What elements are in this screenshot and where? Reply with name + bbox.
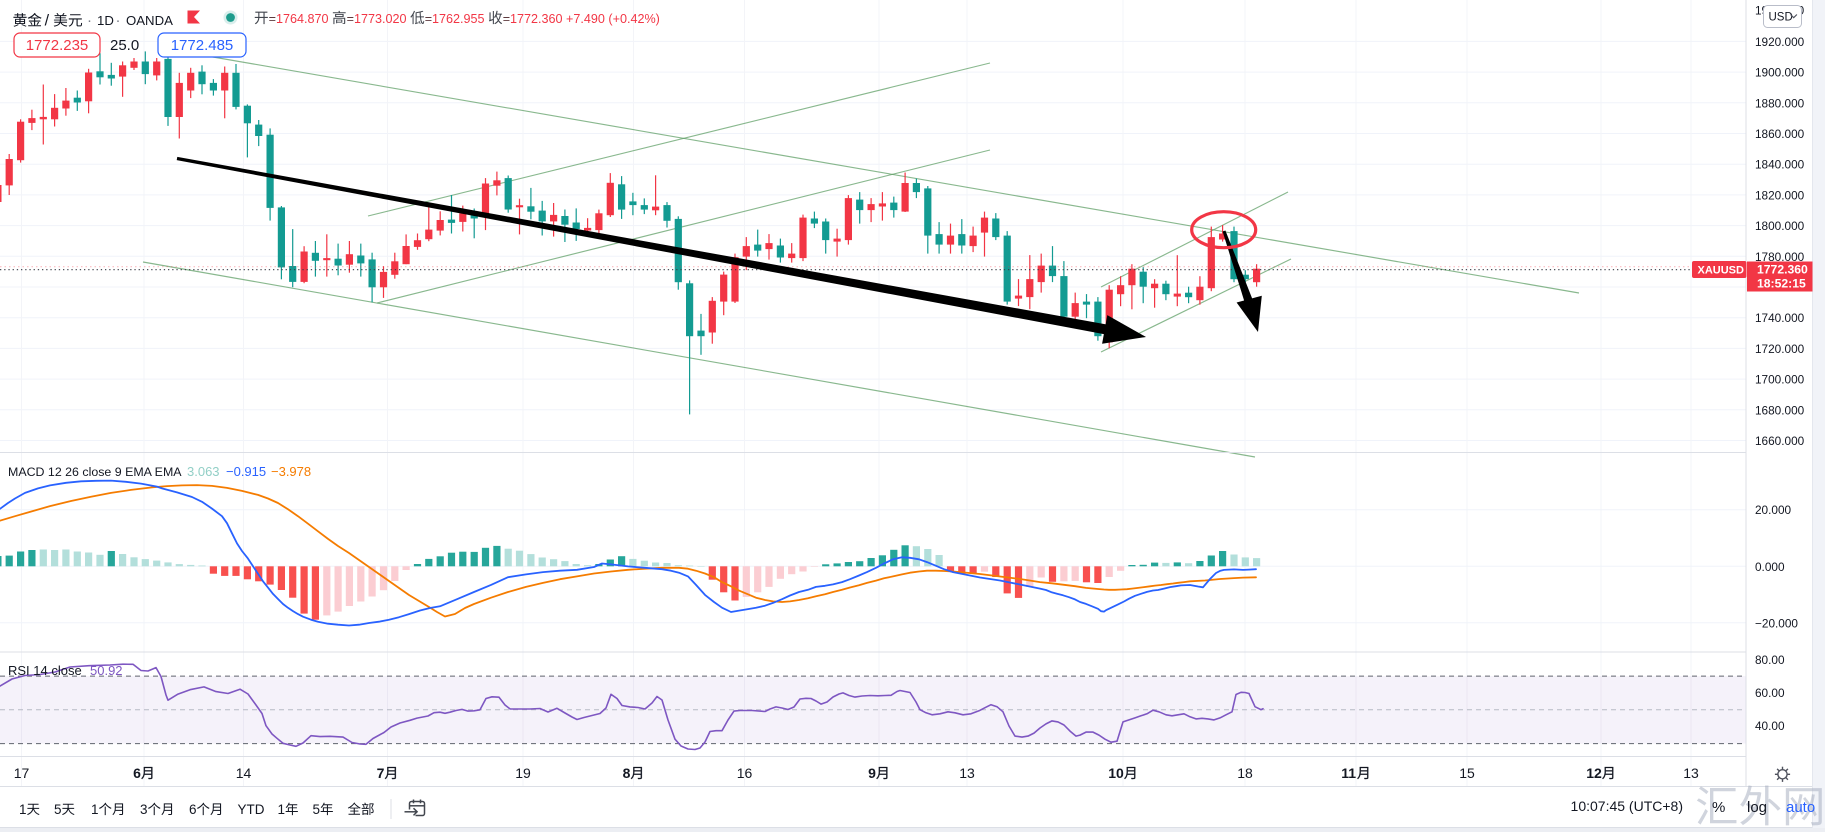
svg-text:=: = [269, 12, 276, 26]
svg-text:1680.000: 1680.000 [1755, 403, 1805, 417]
svg-text:auto: auto [1786, 799, 1815, 816]
svg-text:13: 13 [959, 765, 975, 781]
svg-text:8: 8 [623, 765, 631, 781]
svg-text:·: · [87, 12, 92, 29]
svg-text:%: % [1712, 799, 1725, 816]
svg-text:1: 1 [19, 802, 27, 817]
svg-text:1840.000: 1840.000 [1755, 158, 1805, 172]
svg-text:0.000: 0.000 [1755, 560, 1785, 574]
svg-text:=: = [503, 12, 510, 26]
svg-text:1: 1 [91, 802, 99, 817]
svg-text:·: · [116, 12, 121, 29]
svg-text:18: 18 [1237, 765, 1253, 781]
svg-text:RSI 14 close: RSI 14 close [8, 663, 82, 678]
svg-text:1860.000: 1860.000 [1755, 127, 1805, 141]
svg-text:log: log [1747, 799, 1767, 816]
svg-text:6: 6 [133, 765, 141, 781]
svg-text:17: 17 [14, 765, 30, 781]
svg-text:USD: USD [1769, 12, 1793, 24]
svg-text:−3.978: −3.978 [271, 464, 311, 479]
svg-text:3.063: 3.063 [187, 464, 220, 479]
svg-text:1773.020: 1773.020 [354, 12, 407, 26]
svg-text:40.00: 40.00 [1755, 719, 1785, 733]
svg-text:5: 5 [313, 802, 321, 817]
svg-text:1660.000: 1660.000 [1755, 434, 1805, 448]
svg-text:1772.235: 1772.235 [26, 37, 89, 54]
svg-text:1764.870: 1764.870 [276, 12, 329, 26]
svg-text:19: 19 [515, 765, 531, 781]
svg-text:1772.485: 1772.485 [171, 37, 234, 54]
svg-text:1820.000: 1820.000 [1755, 188, 1805, 202]
svg-text:18:52:15: 18:52:15 [1757, 277, 1806, 291]
svg-text:MACD 12 26 close 9 EMA EMA: MACD 12 26 close 9 EMA EMA [8, 465, 182, 479]
svg-text:14: 14 [236, 765, 252, 781]
svg-text:3: 3 [140, 802, 148, 817]
svg-text:1920.000: 1920.000 [1755, 35, 1805, 49]
svg-text:1720.000: 1720.000 [1755, 342, 1805, 356]
svg-text:20.000: 20.000 [1755, 503, 1792, 517]
svg-text:YTD: YTD [238, 802, 265, 817]
svg-text:1: 1 [278, 802, 286, 817]
svg-text:16: 16 [737, 765, 753, 781]
svg-text:13: 13 [1683, 765, 1699, 781]
svg-text:−0.915: −0.915 [226, 464, 266, 479]
svg-text:1800.000: 1800.000 [1755, 219, 1805, 233]
svg-text:/: / [45, 13, 50, 30]
svg-text:1900.000: 1900.000 [1755, 66, 1805, 80]
svg-text:25.0: 25.0 [110, 37, 139, 54]
svg-text:80.00: 80.00 [1755, 653, 1785, 667]
svg-text:5: 5 [54, 802, 62, 817]
svg-text:−20.000: −20.000 [1755, 616, 1798, 630]
svg-text:=: = [425, 12, 432, 26]
svg-text:6: 6 [189, 802, 197, 817]
svg-text:1700.000: 1700.000 [1755, 373, 1805, 387]
svg-text:1762.955: 1762.955 [432, 12, 485, 26]
svg-text:12: 12 [1586, 765, 1602, 781]
svg-text:50.92: 50.92 [90, 663, 123, 678]
svg-text:15: 15 [1459, 765, 1475, 781]
svg-text:11: 11 [1341, 765, 1356, 781]
svg-text:1772.360 +7.490 (+0.42%): 1772.360 +7.490 (+0.42%) [510, 12, 660, 26]
svg-text:60.00: 60.00 [1755, 686, 1785, 700]
svg-text:10:07:45 (UTC+8): 10:07:45 (UTC+8) [1571, 798, 1683, 814]
svg-text:OANDA: OANDA [126, 13, 173, 28]
svg-text:1880.000: 1880.000 [1755, 96, 1805, 110]
svg-text:1740.000: 1740.000 [1755, 311, 1805, 325]
svg-text:XAUUSD: XAUUSD [1698, 265, 1745, 277]
svg-text:=: = [347, 12, 354, 26]
svg-text:10: 10 [1108, 765, 1124, 781]
svg-text:7: 7 [377, 765, 385, 781]
svg-text:1772.360: 1772.360 [1757, 263, 1808, 277]
svg-text:9: 9 [868, 765, 876, 781]
svg-text:1D: 1D [97, 13, 114, 28]
